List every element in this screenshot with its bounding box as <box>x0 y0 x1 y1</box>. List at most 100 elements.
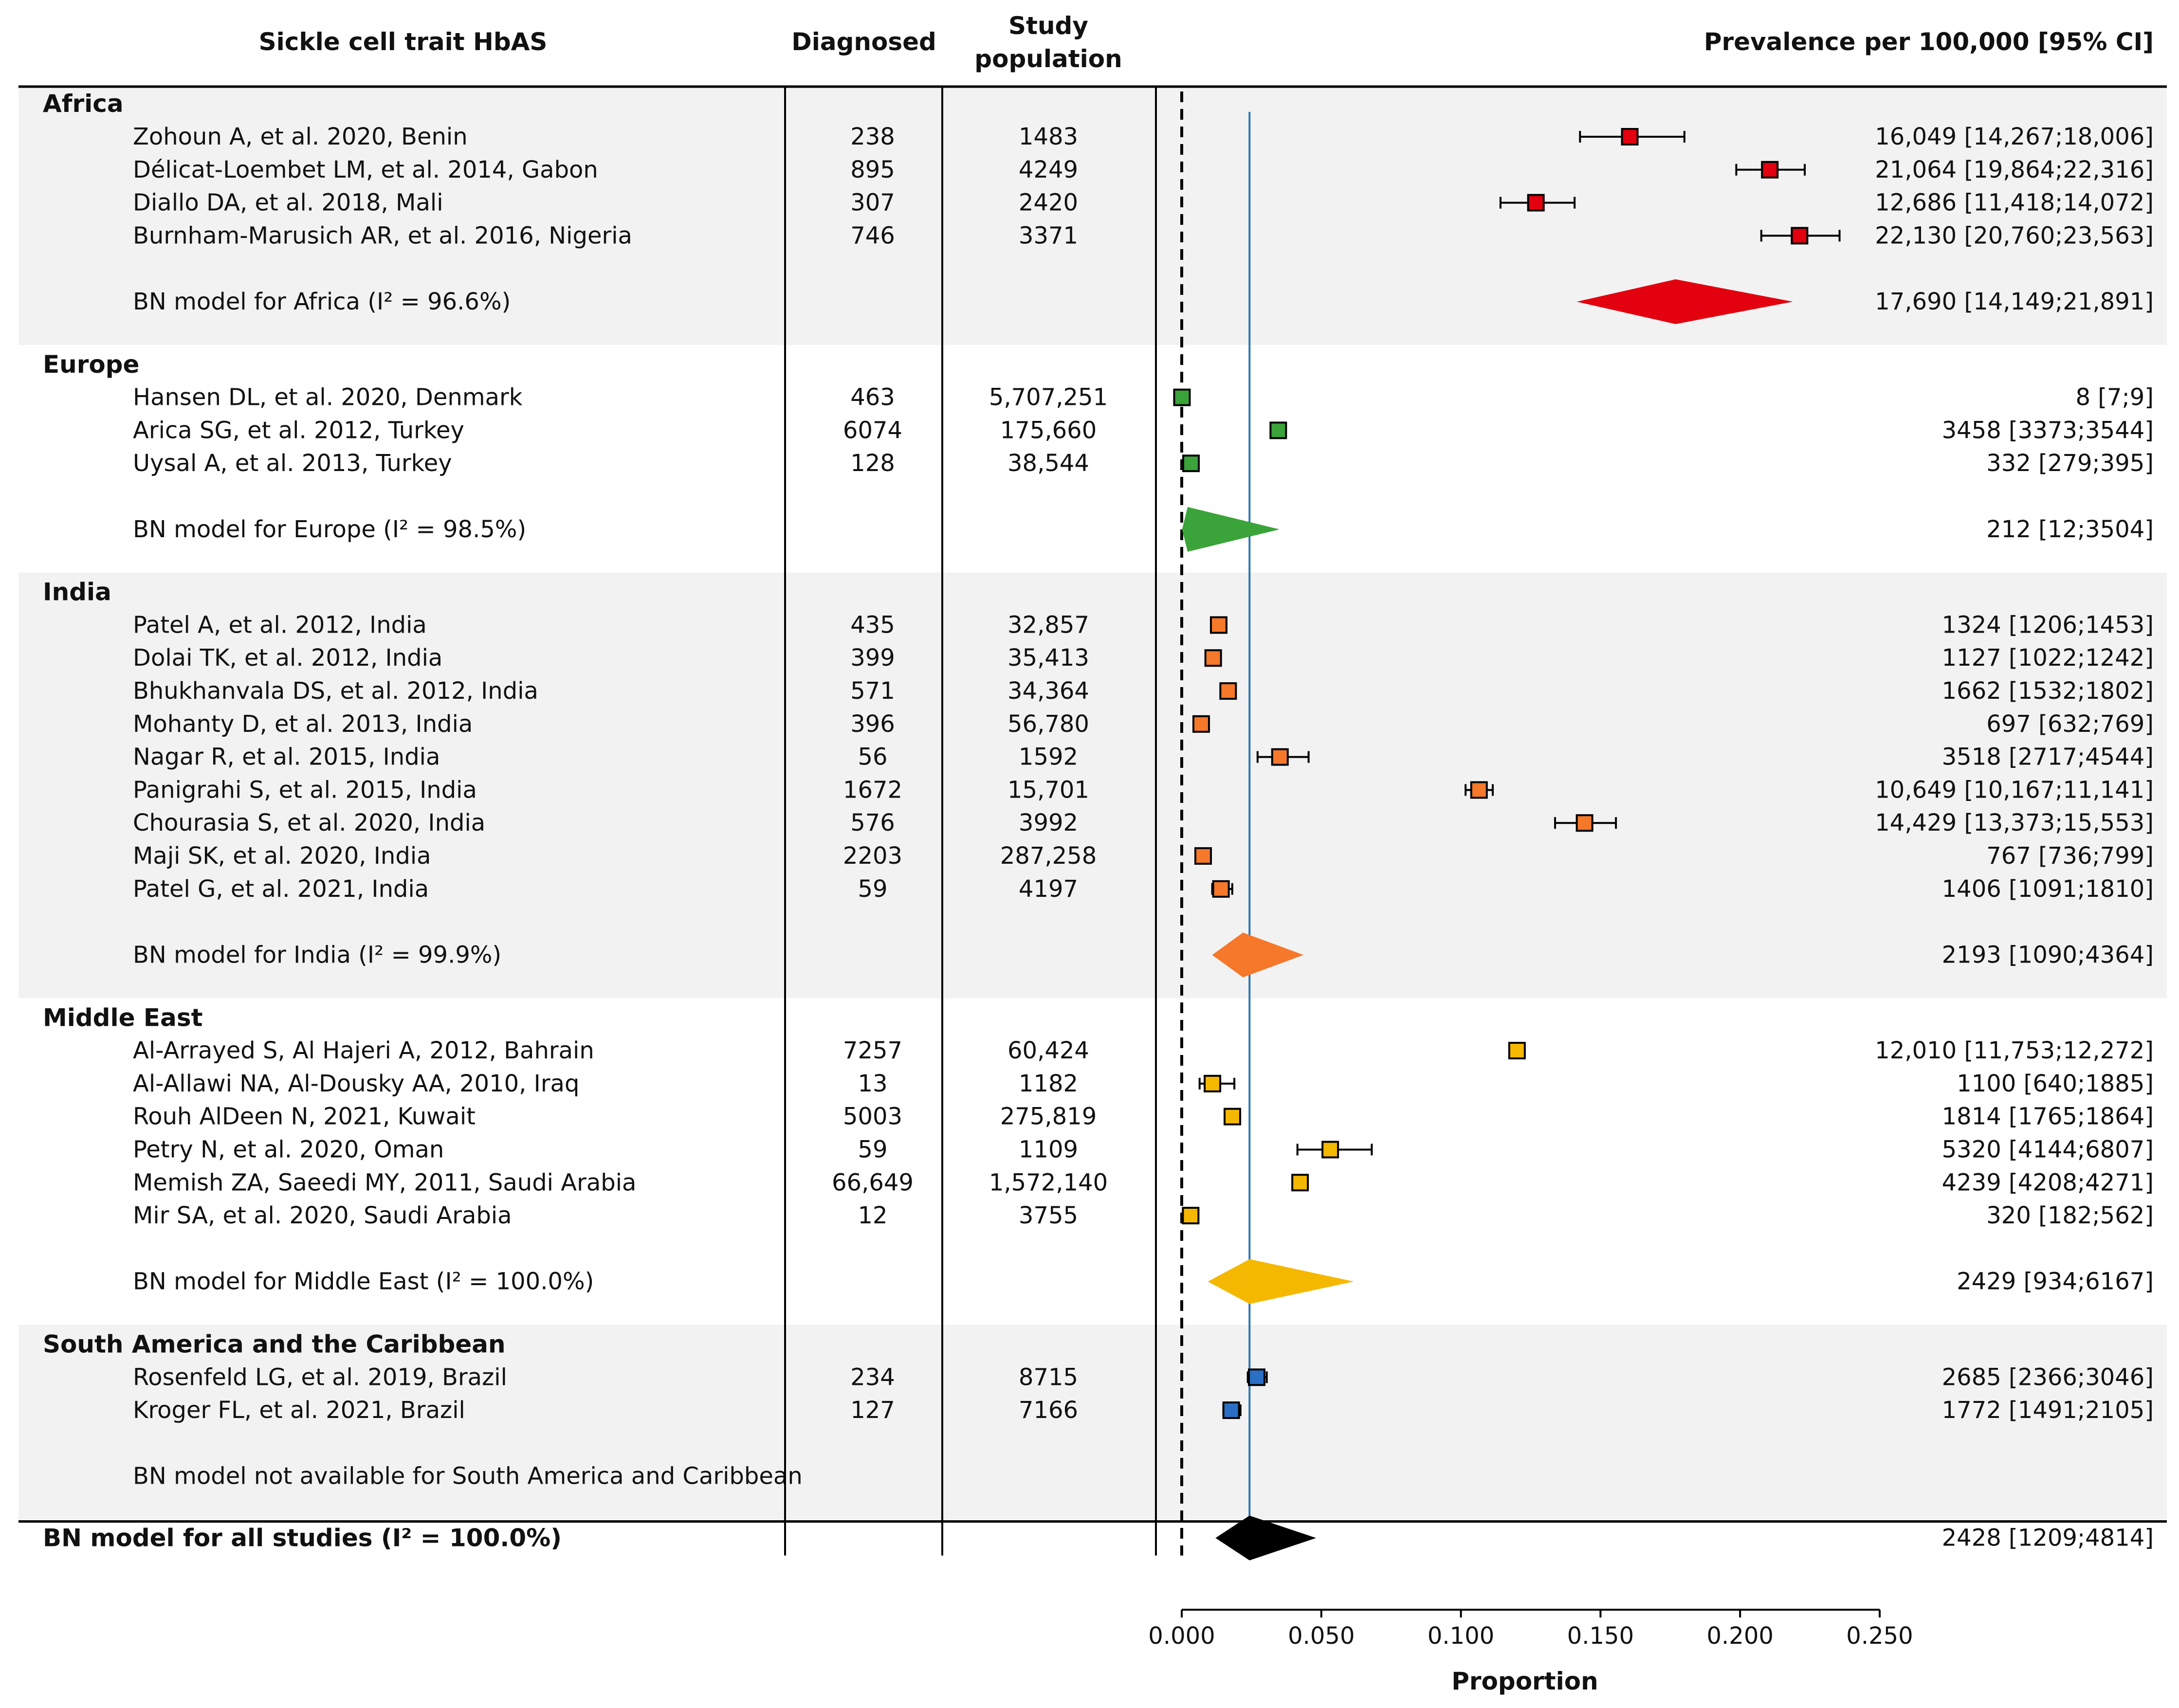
study-point <box>1321 1141 1339 1159</box>
study-prevalence: 1127 [1022;1242] <box>1942 644 2154 672</box>
group-band <box>18 84 2167 345</box>
x-tick-label: 0.050 <box>1288 1622 1355 1650</box>
column-headers: Sickle cell trait HbAS Diagnosed Study p… <box>259 12 2154 73</box>
study-label: Rosenfeld LG, et al. 2019, Brazil <box>133 1363 507 1391</box>
study-point <box>1291 1174 1309 1192</box>
study-prevalence: 12,010 [11,753;12,272] <box>1875 1037 2154 1064</box>
model-label: BN model for Middle East (I² = 100.0%) <box>133 1268 594 1295</box>
study-prevalence: 12,686 [11,418;14,072] <box>1875 189 2154 217</box>
study-population: 1,572,140 <box>989 1169 1108 1196</box>
study-population: 8715 <box>1019 1363 1078 1391</box>
study-diagnosed: 2203 <box>843 842 902 870</box>
model-diamond <box>1212 932 1304 978</box>
study-point <box>1212 880 1230 898</box>
study-label: Memish ZA, Saeedi MY, 2011, Saudi Arabia <box>133 1169 636 1196</box>
study-point <box>1209 616 1227 634</box>
study-population: 175,660 <box>1000 417 1097 444</box>
study-prevalence: 16,049 [14,267;18,006] <box>1875 123 2154 150</box>
study-prevalence: 21,064 [19,864;22,316] <box>1875 156 2154 183</box>
study-point <box>1224 1108 1242 1126</box>
study-population: 35,413 <box>1007 644 1089 672</box>
study-prevalence: 1772 [1491;2105] <box>1942 1397 2154 1424</box>
x-axis: Proportion 0.000 0.050 0.100 0.150 0.200 0.25… <box>1148 1609 1913 1695</box>
study-point <box>1204 649 1222 667</box>
study-diagnosed: 6074 <box>843 417 902 444</box>
study-prevalence: 1324 [1206;1453] <box>1942 611 2154 638</box>
study-label: Nagar R, et al. 2015, India <box>133 744 440 771</box>
study-prevalence: 22,130 [20,760;23,563] <box>1875 222 2154 249</box>
study-label: Maji SK, et al. 2020, India <box>133 842 431 870</box>
study-point <box>1182 1207 1200 1225</box>
study-diagnosed: 463 <box>850 384 895 411</box>
model-prevalence: 2193 [1090;4364] <box>1942 941 2154 968</box>
study-diagnosed: 127 <box>850 1397 895 1424</box>
study-prevalence: 3458 [3373;3544] <box>1942 417 2154 444</box>
study-population: 275,819 <box>1000 1103 1097 1130</box>
study-label: Al-Allawi NA, Al-Dousky AA, 2010, Iraq <box>133 1070 579 1097</box>
study-population: 32,857 <box>1007 611 1089 638</box>
model-diamond <box>1576 279 1793 324</box>
study-diagnosed: 59 <box>858 875 887 903</box>
model-label: BN model for India (I² = 99.9%) <box>133 941 501 968</box>
study-label: Dolai TK, et al. 2012, India <box>133 644 442 672</box>
x-axis-label: Proportion <box>1451 1667 1598 1695</box>
model-diamond <box>1182 507 1280 552</box>
group-title: Europe <box>43 350 139 379</box>
study-diagnosed: 66,649 <box>832 1169 914 1196</box>
header-population-line1: Study <box>1008 12 1088 40</box>
study-population: 2420 <box>1019 189 1078 217</box>
study-population: 56,780 <box>1007 710 1089 738</box>
group-band <box>18 1325 2167 1520</box>
study-prevalence: 697 [632;769] <box>1986 710 2154 738</box>
plot-marks <box>1173 128 1841 1561</box>
overall-prevalence: 2428 [1209;4814] <box>1942 1525 2154 1552</box>
study-population: 1483 <box>1019 123 1078 150</box>
header-population-line2: population <box>974 45 1122 73</box>
header-prevalence: Prevalence per 100,000 [95% CI] <box>1704 28 2154 56</box>
model-prevalence: 17,690 [14,149;21,891] <box>1875 288 2154 315</box>
study-prevalence: 10,649 [10,167;11,141] <box>1875 776 2154 803</box>
study-diagnosed: 5003 <box>843 1103 902 1130</box>
study-population: 7166 <box>1019 1397 1078 1424</box>
study-point <box>1248 1368 1266 1386</box>
x-tick-label: 0.100 <box>1428 1622 1494 1650</box>
study-label: Mir SA, et al. 2020, Saudi Arabia <box>133 1202 512 1229</box>
study-population: 38,544 <box>1007 450 1089 477</box>
study-population: 4197 <box>1019 875 1078 903</box>
study-population: 3371 <box>1019 222 1078 249</box>
study-diagnosed: 238 <box>850 123 895 150</box>
study-label: Uysal A, et al. 2013, Turkey <box>133 450 452 477</box>
x-tick-label: 0.250 <box>1846 1622 1913 1650</box>
study-prevalence: 3518 [2717;4544] <box>1942 744 2154 771</box>
study-label: Rouh AlDeen N, 2021, Kuwait <box>133 1103 476 1130</box>
study-population: 1109 <box>1019 1136 1078 1163</box>
study-label: Al-Arrayed S, Al Hajeri A, 2012, Bahrain <box>133 1037 594 1064</box>
study-label: Délicat-Loembet LM, et al. 2014, Gabon <box>133 156 598 183</box>
header-study: Sickle cell trait HbAS <box>259 28 548 56</box>
study-diagnosed: 396 <box>850 710 895 738</box>
study-label: Bhukhanvala DS, et al. 2012, India <box>133 677 538 705</box>
study-point <box>1219 682 1237 700</box>
study-prevalence: 14,429 [13,373;15,553] <box>1875 809 2154 836</box>
study-population: 3755 <box>1019 1202 1078 1229</box>
study-point <box>1269 421 1287 439</box>
study-prevalence: 1100 [640;1885] <box>1957 1070 2154 1097</box>
study-label: Petry N, et al. 2020, Oman <box>133 1136 444 1163</box>
study-diagnosed: 234 <box>850 1363 895 1391</box>
group-band <box>18 572 2167 999</box>
x-tick-label: 0.000 <box>1148 1622 1215 1650</box>
model-label: BN model not available for South America… <box>133 1463 803 1490</box>
table-rows: Africa Zohoun A, et al. 2020, Benin 238 148… <box>43 90 2154 1552</box>
group-title: Africa <box>43 90 124 118</box>
study-prevalence: 320 [182;562] <box>1986 1202 2154 1229</box>
study-diagnosed: 571 <box>850 677 895 705</box>
study-point <box>1508 1042 1526 1060</box>
study-population: 1182 <box>1019 1070 1078 1097</box>
study-prevalence: 2685 [2366;3046] <box>1942 1363 2154 1391</box>
study-point <box>1222 1401 1240 1419</box>
study-label: Patel A, et al. 2012, India <box>133 611 427 638</box>
study-diagnosed: 399 <box>850 644 895 672</box>
study-population: 15,701 <box>1007 776 1089 803</box>
frame-lines <box>18 85 2167 1556</box>
overall-diamond <box>1215 1515 1317 1561</box>
